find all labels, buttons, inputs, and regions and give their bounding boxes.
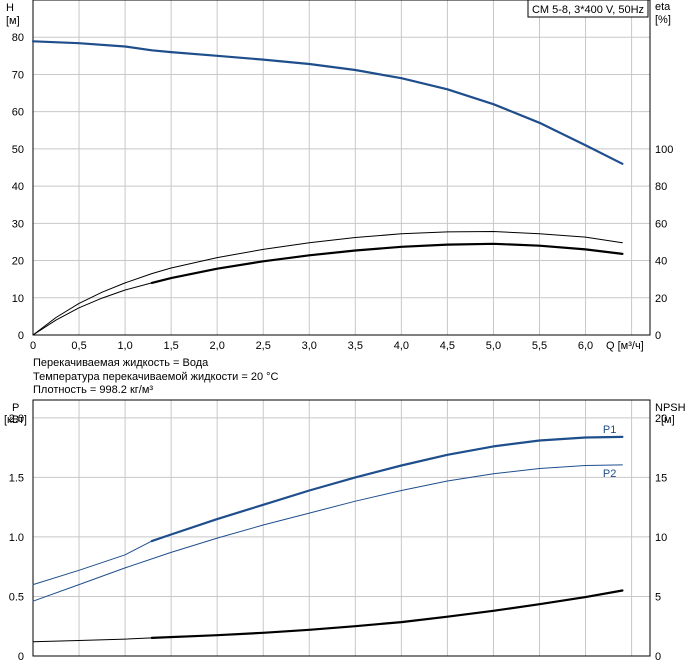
chart-title-box [527,0,649,18]
top-x-tick-label: 1,0 [117,340,132,352]
top-right-tick-label: 0 [655,330,661,342]
bottom-series: P1 P2 [32,424,624,643]
top-series [31,40,624,336]
fluid-notes: Перекачиваемая жидкость = Вода Температу… [33,357,279,396]
bot-series-label-p2: P2 [603,468,616,480]
top-series-3-line [150,242,624,284]
top-x-tick-label: 4,0 [394,340,409,352]
top-ticks: 0 10 20 30 40 50 60 70 80 0 20 40 60 80 100 0 0,5 1,0 1,5 2… [12,32,674,352]
bot-series-1-line [32,540,153,586]
bottom-left-axis-label-1: P [12,402,19,414]
bottom-right-axis-label-1: NPSH [655,402,686,414]
bot-right-tick-label: 5 [655,591,661,603]
bot-right-tick-label: 20 [655,413,667,425]
top-right-tick-label: 80 [655,181,667,193]
bot-series-3-line [32,637,153,643]
top-left-tick-label: 20 [12,256,24,268]
top-right-tick-label: 40 [655,256,667,268]
top-x-axis-label: Q [м³/ч] [606,340,644,352]
bottom-right-axis-label-2: [м] [661,414,675,426]
bot-series-2-line [32,464,623,602]
top-x-tick-label: 2,0 [210,340,225,352]
top-x-tick-label: 0 [30,340,36,352]
bottom-plot-frame [32,399,651,657]
top-x-tick-label: 5,0 [486,340,501,352]
top-series-2-line [32,282,153,336]
top-series-1-line [32,231,623,336]
top-plot-frame [32,0,651,336]
bot-right-tick-label: 0 [655,651,661,663]
note-temperature: Температура перекачиваемой жидкости = 20… [33,371,279,383]
top-x-tick-label: 3,0 [302,340,317,352]
top-right-tick-label: 100 [655,144,673,156]
bot-series-4-line [150,589,624,640]
top-x-tick-label: 1,5 [163,340,178,352]
top-x-tick-label: 4,5 [440,340,455,352]
bot-left-tick-label: 0 [18,651,24,663]
top-left-tick-label: 60 [12,107,24,119]
note-fluid: Перекачиваемая жидкость = Вода [33,357,209,369]
top-left-tick-label: 80 [12,32,24,44]
top-right-tick-label: 20 [655,293,667,305]
top-right-tick-label: 60 [655,218,667,230]
chart-title: CM 5-8, 3*400 V, 50Hz [532,4,644,16]
top-x-tick-label: 5,5 [532,340,547,352]
note-density: Плотность = 998.2 кг/м³ [33,384,153,396]
top-x-tick-label: 6,0 [578,340,593,352]
top-left-tick-label: 30 [12,218,24,230]
top-left-tick-label: 10 [12,293,24,305]
bot-left-tick-label: 0.5 [9,591,24,603]
top-x-tick-label: 0,5 [71,340,86,352]
bottom-ticks: 0 0.5 1.0 1.5 2.0 0 5 10 15 20 [9,413,668,663]
bot-left-tick-label: 1.0 [9,532,24,544]
top-left-tick-label: 0 [18,330,24,342]
top-right-axis-label-2: [%] [655,14,671,26]
bottom-left-axis-label-2: [кВт] [4,414,27,426]
top-series-0-line [31,40,624,165]
head-efficiency-panel: 0 10 20 30 40 50 60 70 80 0 20 40 60 80 100 0 0,5 1,0 1,5 2… [6,0,673,352]
bottom-grid [33,400,650,656]
bot-left-tick-label: 1.5 [9,472,24,484]
top-right-axis-label-1: eta [655,1,671,13]
top-x-tick-label: 3,5 [348,340,363,352]
bot-right-tick-label: 10 [655,532,667,544]
top-left-tick-label: 70 [12,69,24,81]
top-x-tick-label: 2,5 [256,340,271,352]
bot-left-tick-label: 2.0 [9,413,24,425]
bot-series-0-line [150,435,624,543]
bot-series-label-p1: P1 [603,424,616,436]
top-left-tick-label: 40 [12,181,24,193]
top-left-tick-label: 50 [12,144,24,156]
top-left-axis-label-2: [м] [6,15,20,27]
top-left-axis-label-1: H [6,2,14,14]
bot-right-tick-label: 15 [655,472,667,484]
top-grid [33,0,650,335]
